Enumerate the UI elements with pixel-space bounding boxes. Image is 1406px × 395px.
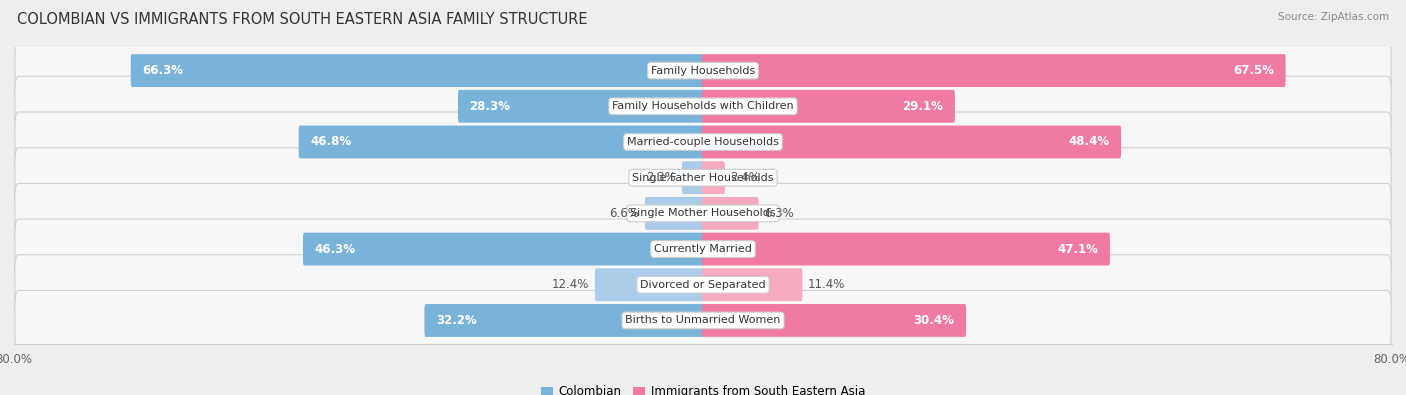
Text: 30.4%: 30.4% (914, 314, 955, 327)
Text: Source: ZipAtlas.com: Source: ZipAtlas.com (1278, 12, 1389, 22)
Text: Births to Unmarried Women: Births to Unmarried Women (626, 316, 780, 325)
FancyBboxPatch shape (702, 54, 1285, 87)
FancyBboxPatch shape (702, 233, 1109, 265)
FancyBboxPatch shape (682, 161, 704, 194)
FancyBboxPatch shape (702, 304, 966, 337)
Text: 67.5%: 67.5% (1233, 64, 1274, 77)
Text: 28.3%: 28.3% (470, 100, 510, 113)
Text: 2.4%: 2.4% (731, 171, 761, 184)
FancyBboxPatch shape (595, 268, 704, 301)
Text: 6.3%: 6.3% (763, 207, 794, 220)
Text: 29.1%: 29.1% (903, 100, 943, 113)
FancyBboxPatch shape (15, 290, 1391, 350)
FancyBboxPatch shape (15, 183, 1391, 243)
FancyBboxPatch shape (15, 76, 1391, 136)
FancyBboxPatch shape (702, 90, 955, 123)
Text: 11.4%: 11.4% (808, 278, 845, 291)
Text: 12.4%: 12.4% (553, 278, 589, 291)
FancyBboxPatch shape (458, 90, 704, 123)
FancyBboxPatch shape (15, 219, 1391, 279)
Text: 46.3%: 46.3% (315, 243, 356, 256)
Text: Family Households with Children: Family Households with Children (612, 101, 794, 111)
FancyBboxPatch shape (15, 148, 1391, 208)
Text: 2.3%: 2.3% (647, 171, 676, 184)
Legend: Colombian, Immigrants from South Eastern Asia: Colombian, Immigrants from South Eastern… (536, 380, 870, 395)
Text: Single Mother Households: Single Mother Households (630, 209, 776, 218)
FancyBboxPatch shape (425, 304, 704, 337)
Text: Married-couple Households: Married-couple Households (627, 137, 779, 147)
FancyBboxPatch shape (702, 126, 1121, 158)
FancyBboxPatch shape (645, 197, 704, 230)
Text: 66.3%: 66.3% (142, 64, 183, 77)
Text: COLOMBIAN VS IMMIGRANTS FROM SOUTH EASTERN ASIA FAMILY STRUCTURE: COLOMBIAN VS IMMIGRANTS FROM SOUTH EASTE… (17, 12, 588, 27)
FancyBboxPatch shape (298, 126, 704, 158)
Text: 46.8%: 46.8% (311, 135, 352, 149)
Text: Divorced or Separated: Divorced or Separated (640, 280, 766, 290)
FancyBboxPatch shape (702, 268, 803, 301)
Text: Single Father Households: Single Father Households (633, 173, 773, 182)
Text: 47.1%: 47.1% (1057, 243, 1098, 256)
Text: 6.6%: 6.6% (609, 207, 640, 220)
FancyBboxPatch shape (15, 255, 1391, 315)
FancyBboxPatch shape (15, 112, 1391, 172)
Text: Family Households: Family Households (651, 66, 755, 75)
Text: 48.4%: 48.4% (1069, 135, 1109, 149)
FancyBboxPatch shape (15, 41, 1391, 101)
Text: Currently Married: Currently Married (654, 244, 752, 254)
Text: 32.2%: 32.2% (436, 314, 477, 327)
FancyBboxPatch shape (131, 54, 704, 87)
FancyBboxPatch shape (702, 161, 725, 194)
FancyBboxPatch shape (702, 197, 759, 230)
FancyBboxPatch shape (302, 233, 704, 265)
